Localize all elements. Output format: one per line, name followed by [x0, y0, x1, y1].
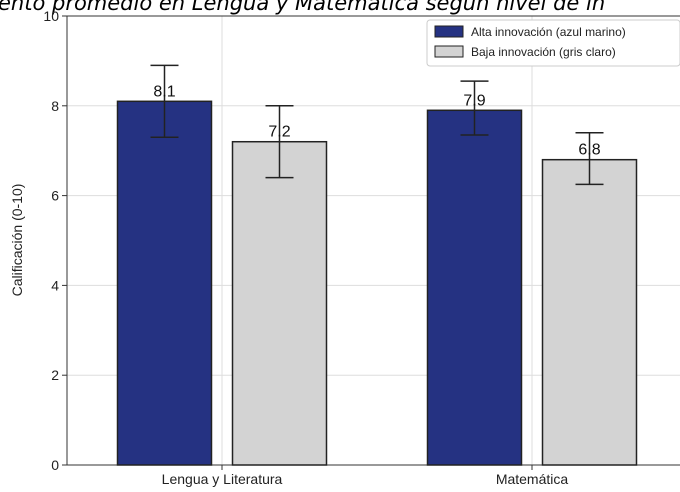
data-label: 6.8: [578, 142, 600, 159]
bar: [231, 140, 328, 466]
y-tick-label: 4: [51, 277, 59, 293]
bars: 8.1 7.9 7.2 6.8: [116, 64, 638, 466]
legend-entry: Baja innovación (gris claro): [471, 45, 616, 59]
bar: [541, 158, 638, 466]
legend: Alta innovación (azul marino) Baja innova…: [426, 19, 680, 67]
y-tick-label: 10: [43, 8, 59, 24]
x-tick-label: Lengua y Literatura: [162, 471, 283, 487]
legend-swatch: [434, 45, 464, 58]
bar: [426, 109, 523, 466]
y-tick-label: 0: [51, 457, 59, 473]
data-label: 8.1: [153, 83, 175, 100]
legend-swatch: [434, 25, 464, 38]
data-label: 7.9: [463, 92, 485, 109]
legend-entry: Alta innovación (azul marino): [471, 25, 626, 39]
y-tick-label: 2: [51, 367, 59, 383]
plot-frame: [66, 15, 680, 466]
x-axis: Lengua y Literatura Matemática: [162, 465, 569, 487]
y-axis-label: Calificación (0-10): [9, 184, 25, 297]
y-tick-label: 8: [51, 98, 59, 114]
y-tick-label: 6: [51, 188, 59, 204]
bar: [116, 100, 213, 466]
data-label: 7.2: [268, 124, 290, 141]
y-axis: 0 2 4 6 8 10: [43, 8, 67, 473]
chart-title: ento promedio en Lengua y Matemática seg…: [0, 0, 605, 15]
x-tick-label: Matemática: [496, 471, 569, 487]
legend-box: [426, 19, 680, 67]
